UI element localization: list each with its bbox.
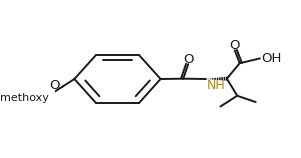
- Text: O: O: [229, 39, 240, 52]
- Text: OH: OH: [261, 52, 281, 65]
- Text: methoxy: methoxy: [0, 93, 48, 103]
- Text: NH: NH: [207, 79, 225, 92]
- Text: O: O: [49, 79, 60, 92]
- Text: O: O: [183, 53, 194, 66]
